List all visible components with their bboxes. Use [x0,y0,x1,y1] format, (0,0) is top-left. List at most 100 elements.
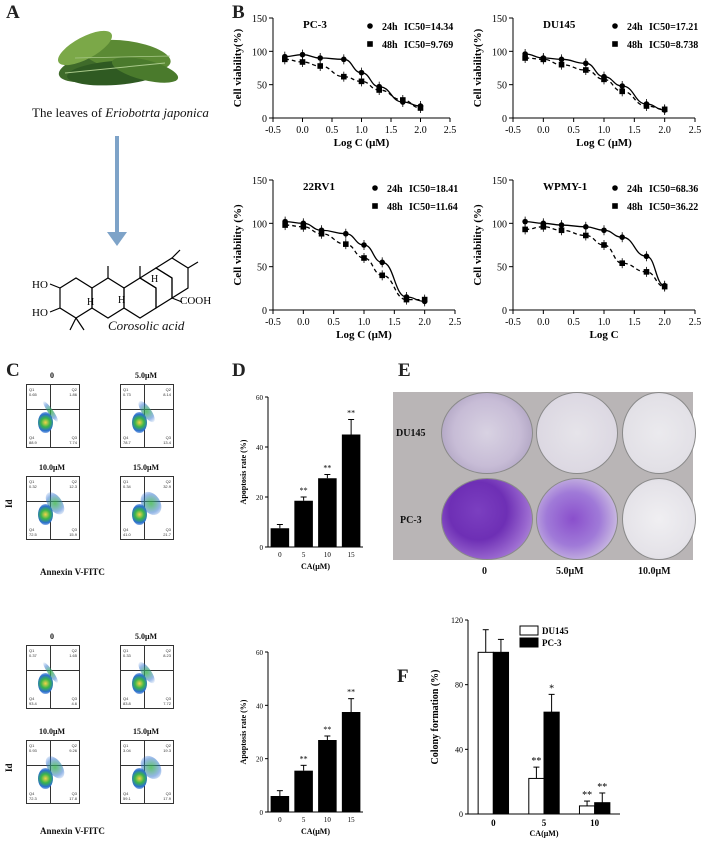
x-axis-label: Log C (μM) [336,329,392,341]
legend-ic50-48h: IC50=8.738 [649,40,698,51]
data-point-48h [317,63,323,69]
significance-label: ** [323,725,331,734]
data-point-48h [358,78,365,85]
chart-title: PC-3 [303,19,327,31]
y-tick-label: 150 [492,14,507,25]
quadrant-q4-value: Q4 72.5 [29,527,37,537]
y-tick-label: 60 [256,394,264,402]
data-point-24h [643,253,650,260]
bar [341,434,361,547]
dish-du145-5 [536,392,618,474]
flow-plot-1: Q1 0.73 Q2 8.14 Q4 78.7 Q3 13.4 [120,384,174,448]
legend-ic50-24h: IC50=68.36 [649,184,698,195]
y-tick-label: 100 [492,47,507,58]
quadrant-q2-value: Q2 19.3 [163,743,171,753]
y-tick-label: 60 [256,649,264,657]
x-tick-label: 0.0 [297,317,310,328]
data-point-24h [358,69,365,76]
chart-apoptosis-du145: 0 20 40 60 0 ** 5 ** 10 ** 15 CA(μM) Apoptosis rate … [239,394,363,571]
data-point-48h [421,296,428,303]
y-tick-label: 150 [252,176,267,187]
y-tick-label: 0 [262,114,267,125]
y-tick-label: 80 [455,681,463,690]
data-point-48h [400,97,406,103]
flow-cloud [38,504,53,526]
x-tick-label: 2.0 [414,125,427,136]
chart-title: DU145 [543,19,576,31]
flow-concentration-label: 0 [50,371,54,380]
significance-label: ** [347,409,355,418]
panel-label-b: B [232,2,245,23]
y-tick-label: 0 [459,810,463,819]
data-point-48h [300,224,307,230]
fit-curve-48h [284,58,421,109]
x-tick-label: 5 [302,816,306,824]
data-point-24h [361,242,367,248]
y-tick-label: 50 [257,263,267,274]
x-tick-label: 1.5 [628,317,641,328]
data-point-48h [583,67,589,73]
legend-marker-24h [612,185,618,191]
panel-label-a: A [6,2,20,23]
data-point-48h [282,56,288,63]
quadrant-q2-value: Q2 9.26 [69,743,77,753]
bar-DU145 [528,777,545,815]
quadrant-q2-value: Q2 8.23 [163,648,171,658]
x-tick-label: 0 [278,816,282,824]
x-axis-label: CA(μM) [530,829,559,838]
x-axis-label: Log C (μM) [334,137,390,149]
legend-ic50-24h: IC50=14.34 [404,22,453,33]
x-tick-label: 15 [348,551,356,559]
quadrant-q3-value: Q3 15.9 [69,527,77,537]
legend-label-48h: 48h [387,202,403,213]
chem-label-ho-2: HO [32,307,48,319]
panel-label-e: E [398,360,411,381]
flow-concentration-label: 0 [50,632,54,641]
chart-title: 22RV1 [303,181,335,193]
arrow-shaft [115,136,119,236]
quadrant-q3-value: Q3 17.9 [163,791,171,801]
y-tick-label: 0 [502,114,507,125]
data-point-24h [619,83,625,89]
panel-label-d: D [232,360,246,381]
chart-22rv1-viability: 0 50 100 150 -0.5 0.0 0.5 1.0 1.5 2.0 2.5 Log C (μM… [232,176,461,341]
chart-apoptosis-pc3: 0 20 40 60 0 ** 5 ** 10 ** 15 CA(μM) Apoptosis rate … [239,649,363,836]
x-tick-label: 0.0 [296,125,309,136]
legend-marker-48h [612,41,618,47]
data-point-48h [299,59,306,65]
bar [341,712,361,812]
x-tick-label: -0.5 [265,317,281,328]
corosolic-acid-structure: HO HO H H H COOH [32,249,211,331]
legend-label-DU145: DU145 [542,626,569,636]
data-point-48h [558,227,565,234]
quadrant-q1-value: Q1 0.93 [29,743,37,753]
legend-marker-24h [612,23,618,29]
y-tick-label: 20 [256,756,264,764]
x-tick-label: -0.5 [265,125,281,136]
col-label-5: 5.0μM [556,566,584,577]
flow-x-label-bottom: Annexin V-FITC [40,826,105,836]
panel-label-c: C [6,360,20,381]
quadrant-q2-value: Q2 32.9 [163,479,171,489]
legend-ic50-48h: IC50=9.769 [404,40,453,51]
x-tick-label: 0.0 [537,317,550,328]
row-label-pc3: PC-3 [400,515,422,526]
x-tick-label: -0.5 [505,125,521,136]
data-point-48h [661,106,668,113]
quadrant-q1-value: Q1 0.33 [123,648,131,658]
y-tick-label: 0 [262,306,267,317]
legend-ic50-48h: IC50=11.64 [409,202,458,213]
quadrant-q3-value: Q3 4.6 [71,696,77,706]
col-label-10: 10.0μM [638,566,671,577]
quadrant-q3-value: Q3 7.72 [163,696,171,706]
quadrant-q3-value: Q3 17.8 [69,791,77,801]
quadrant-q4-value: Q4 83.8 [123,696,131,706]
quadrant-q1-value: Q1 0.65 [29,387,37,397]
flow-concentration-label: 15.0μM [132,727,160,736]
legend-label-48h: 48h [382,40,398,51]
data-point-48h [361,255,367,261]
data-point-48h [318,230,325,237]
x-tick-label: 2.5 [689,125,702,136]
dish-pc3-10 [622,478,696,560]
